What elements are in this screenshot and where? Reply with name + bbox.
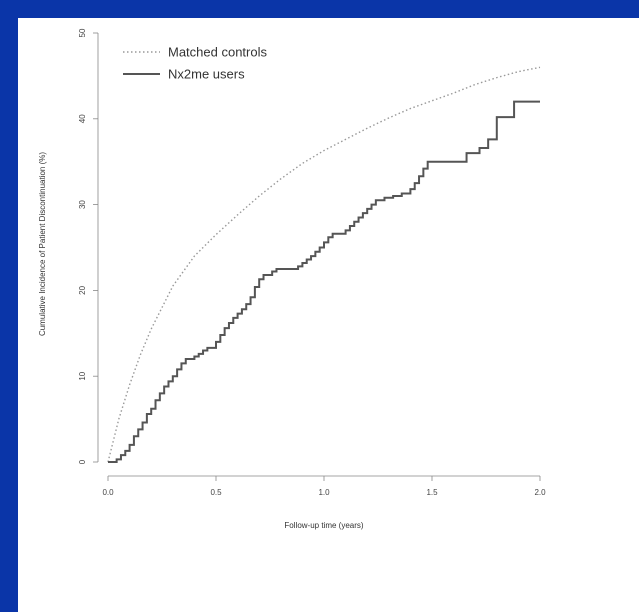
y-tick-label-0: 0	[78, 459, 87, 464]
cumulative-incidence-chart: 0 10 20 30 40 50 0.0 0.5 1.0 1.5 2.0 Matched contr…	[38, 28, 546, 530]
y-tick-label-1: 10	[78, 371, 87, 380]
x-axis-title: Follow-up time (years)	[284, 521, 363, 530]
series-line-0	[107, 66, 541, 463]
y-tick-label-3: 30	[78, 200, 87, 209]
legend-label-1: Nx2me users	[168, 67, 245, 82]
y-axis-title: Cumulative Incidence of Patient Disconti…	[38, 152, 47, 336]
x-tick-label-0: 0.0	[102, 488, 114, 497]
chart-panel: 0 10 20 30 40 50 0.0 0.5 1.0 1.5 2.0 Matched contr…	[18, 18, 639, 612]
legend-label-0: Matched controls	[168, 45, 267, 60]
y-tick-label-5: 50	[78, 28, 87, 37]
x-tick-label-4: 2.0	[534, 488, 546, 497]
x-tick-label-3: 1.5	[426, 488, 438, 497]
series-line-1	[108, 100, 540, 463]
y-tick-label-4: 40	[78, 114, 87, 123]
x-tick-label-2: 1.0	[318, 488, 330, 497]
x-tick-label-1: 0.5	[210, 488, 222, 497]
y-tick-label-2: 20	[78, 285, 87, 294]
